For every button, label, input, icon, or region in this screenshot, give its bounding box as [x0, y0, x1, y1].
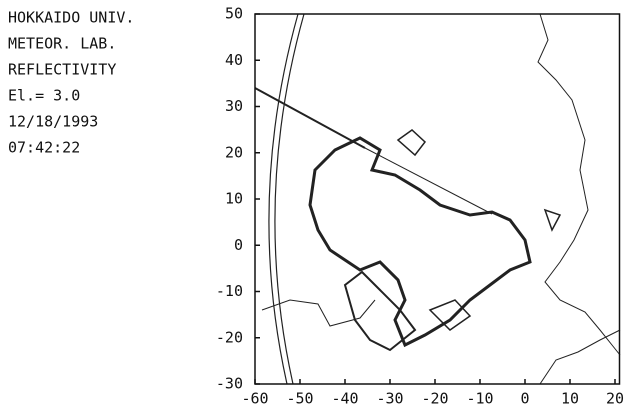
echo: [396, 129, 562, 331]
range-ring: [274, 13, 305, 385]
coastline: [261, 299, 376, 327]
y-tick-label: 30: [225, 97, 243, 115]
annotation: 07:42:22: [8, 139, 80, 157]
y-tick-label: -30: [216, 375, 243, 393]
x-tick-label: 0: [520, 390, 529, 408]
y-tick-label: -10: [216, 282, 243, 300]
x-tick-label: -20: [421, 390, 448, 408]
annotation: 12/18/1993: [8, 113, 98, 131]
y-tick-label: 50: [225, 5, 243, 23]
y-tick-label: 20: [225, 143, 243, 161]
annotation: REFLECTIVITY: [8, 61, 116, 79]
annotation: El.= 3.0: [8, 87, 80, 105]
range-ring: [268, 13, 299, 385]
coastline: [539, 329, 621, 385]
y-tick-label: 40: [225, 51, 243, 69]
x-tick-label: -30: [376, 390, 403, 408]
x-tick-label: -40: [331, 390, 358, 408]
x-tick-label: -50: [286, 390, 313, 408]
radial-line: [254, 87, 366, 149]
echo: [308, 136, 532, 348]
x-tick-label: -60: [241, 390, 268, 408]
coastline: [537, 13, 621, 356]
annotation: HOKKAIDO UNIV.: [8, 9, 134, 27]
annotation: METEOR. LAB.: [8, 35, 116, 53]
x-tick-label: 10: [561, 390, 579, 408]
radial-line: [364, 147, 493, 215]
y-tick-label: 10: [225, 190, 243, 208]
x-tick-label: -10: [466, 390, 493, 408]
y-tick-label: -20: [216, 328, 243, 346]
y-tick-label: 0: [234, 236, 243, 254]
x-tick-label: 20: [606, 390, 624, 408]
radar-features: [254, 13, 621, 385]
echo: [343, 270, 417, 352]
